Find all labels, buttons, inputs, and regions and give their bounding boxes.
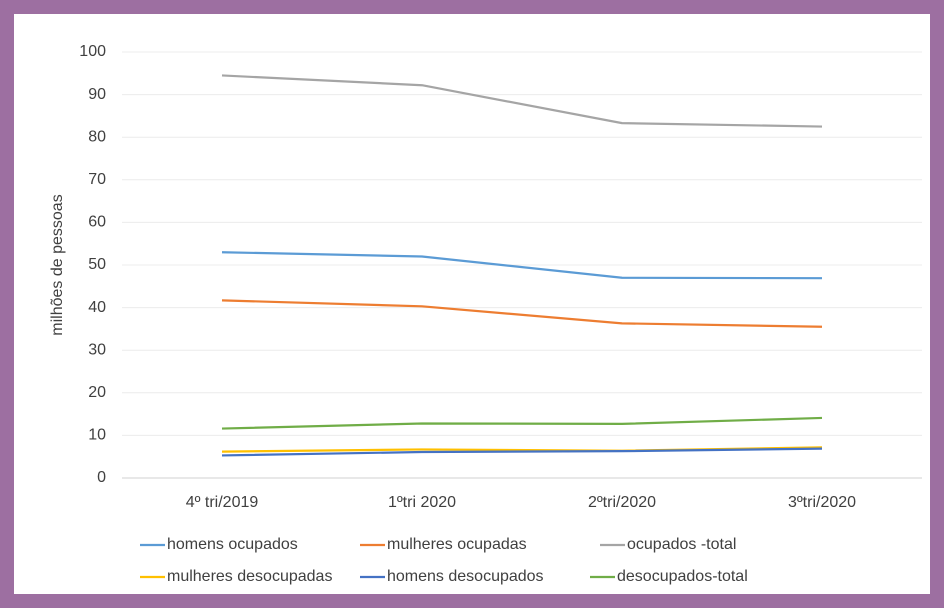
- legend-label: desocupados-total: [617, 568, 748, 585]
- y-tick-label: 0: [97, 469, 106, 486]
- legend-label: ocupados -total: [627, 536, 736, 553]
- legend-label: homens desocupados: [387, 568, 544, 585]
- legend-label: mulheres desocupadas: [167, 568, 332, 585]
- y-tick-label: 40: [88, 299, 106, 316]
- x-tick-label: 3ºtri/2020: [788, 494, 856, 511]
- y-tick-label: 10: [88, 427, 106, 444]
- y-tick-label: 30: [88, 341, 106, 358]
- x-tick-label: 4º tri/2019: [186, 494, 259, 511]
- x-tick-label: 1ºtri 2020: [388, 494, 456, 511]
- series-line: [221, 416, 823, 430]
- legend-label: homens ocupados: [167, 536, 298, 553]
- y-tick-label: 90: [88, 86, 106, 103]
- y-tick-label: 20: [88, 384, 106, 401]
- y-tick-label: 100: [79, 43, 106, 60]
- x-tick-label: 2ºtri/2020: [588, 494, 656, 511]
- y-tick-label: 80: [88, 128, 106, 145]
- series-line: [221, 251, 823, 280]
- series-line: [221, 299, 823, 328]
- chart-area: [14, 14, 930, 594]
- legend-label: mulheres ocupadas: [387, 536, 527, 553]
- series-line: [221, 447, 823, 457]
- y-tick-label: 50: [88, 256, 106, 273]
- y-tick-label: 60: [88, 214, 106, 231]
- series-line: [221, 74, 823, 128]
- y-tick-label: 70: [88, 171, 106, 188]
- y-axis-label: milhões de pessoas: [49, 194, 66, 335]
